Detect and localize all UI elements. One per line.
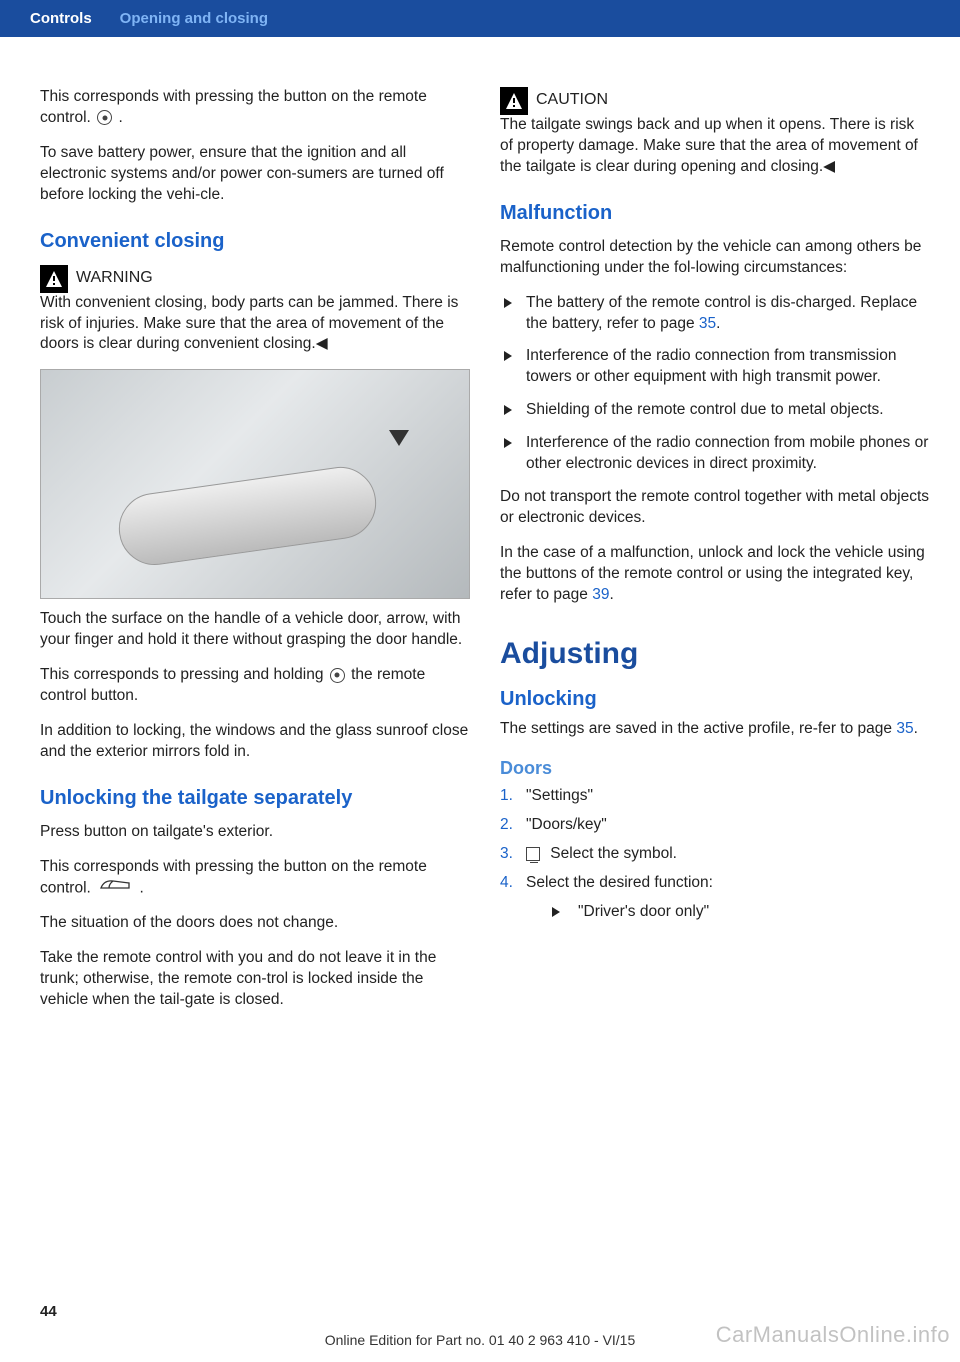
page-link-35b[interactable]: 35 (896, 720, 913, 737)
list-item: Interference of the radio connection fro… (526, 346, 930, 388)
para-corresponds-trunk: This corresponds with pressing the butto… (40, 857, 470, 899)
para-take-remote: Take the remote control with you and do … (40, 948, 470, 1011)
text: . (139, 879, 143, 896)
para-remote-button: This corresponds with pressing the butto… (40, 87, 470, 129)
warning-icon (40, 265, 68, 293)
heading-doors: Doors (500, 756, 930, 780)
door-handle-image (40, 369, 470, 599)
heading-unlocking: Unlocking (500, 686, 930, 713)
lock-button-icon (330, 668, 345, 683)
warning-body: With convenient closing, body parts can … (40, 293, 470, 356)
heading-unlock-tailgate: Unlocking the tailgate separately (40, 785, 470, 812)
text: . (716, 315, 720, 332)
text: This corresponds to pressing and holding (40, 666, 328, 683)
symbol-icon (526, 847, 540, 861)
caution-title: CAUTION (536, 89, 608, 111)
heading-malfunction: Malfunction (500, 200, 930, 227)
heading-convenient-closing: Convenient closing (40, 228, 470, 255)
caution-box: CAUTION (500, 87, 930, 115)
para-battery: To save battery power, ensure that the i… (40, 143, 470, 206)
sub-options: "Driver's door only" (526, 902, 930, 923)
text: Select the symbol. (546, 845, 677, 862)
sub-option: "Driver's door only" (552, 902, 930, 923)
text: The battery of the remote control is dis… (526, 294, 917, 332)
list-item: The battery of the remote control is dis… (526, 293, 930, 335)
caution-icon (500, 87, 528, 115)
list-item: Interference of the radio connection fro… (526, 433, 930, 475)
para-corresponds-hold: This corresponds to pressing and holding… (40, 665, 470, 707)
left-column: This corresponds with pressing the butto… (40, 87, 470, 1025)
para-in-addition: In addition to locking, the windows and … (40, 721, 470, 763)
text: In the case of a malfunction, unlock and… (500, 544, 925, 603)
step-4: 4.Select the desired function: "Driver's… (500, 873, 930, 923)
step-3: 3. Select the symbol. (500, 844, 930, 865)
text: . (914, 720, 918, 737)
page-number: 44 (40, 1303, 57, 1320)
para-no-transport: Do not transport the remote control toge… (500, 487, 930, 529)
para-malfunction-key: In the case of a malfunction, unlock and… (500, 543, 930, 606)
doors-steps: 1."Settings" 2."Doors/key" 3. Select the… (500, 786, 930, 923)
breadcrumb-section: Opening and closing (120, 10, 268, 27)
step-2: 2."Doors/key" (500, 815, 930, 836)
text: . (609, 586, 613, 603)
content-area: This corresponds with pressing the butto… (0, 37, 960, 1025)
watermark: CarManualsOnline.info (716, 1322, 950, 1348)
text: The settings are saved in the active pro… (500, 720, 896, 737)
para-doors-no-change: The situation of the doors does not chan… (40, 913, 470, 934)
header-bar: Controls Opening and closing (0, 0, 960, 37)
para-touch-handle: Touch the surface on the handle of a veh… (40, 609, 470, 651)
para-press-tailgate: Press button on tailgate's exterior. (40, 822, 470, 843)
text: . (118, 109, 122, 126)
list-item: Shielding of the remote control due to m… (526, 400, 930, 421)
warning-content: WARNING (76, 265, 153, 289)
para-malfunction-intro: Remote control detection by the vehicle … (500, 237, 930, 279)
breadcrumb-controls: Controls (30, 10, 92, 27)
page-link-39[interactable]: 39 (592, 586, 609, 603)
text: "Doors/key" (526, 816, 607, 833)
warning-box: WARNING (40, 265, 470, 293)
right-column: CAUTION The tailgate swings back and up … (500, 87, 930, 1025)
lock-button-icon (97, 110, 112, 125)
warning-title: WARNING (76, 267, 153, 289)
text: Select the desired function: (526, 874, 713, 891)
malfunction-list: The battery of the remote control is dis… (500, 293, 930, 475)
text: This corresponds with pressing the butto… (40, 858, 427, 896)
trunk-icon (99, 878, 131, 899)
text: "Settings" (526, 787, 593, 804)
heading-adjusting: Adjusting (500, 634, 930, 675)
para-settings-saved: The settings are saved in the active pro… (500, 719, 930, 740)
caution-content: CAUTION (536, 87, 608, 111)
caution-body: The tailgate swings back and up when it … (500, 115, 930, 178)
page-link-35[interactable]: 35 (699, 315, 716, 332)
step-1: 1."Settings" (500, 786, 930, 807)
